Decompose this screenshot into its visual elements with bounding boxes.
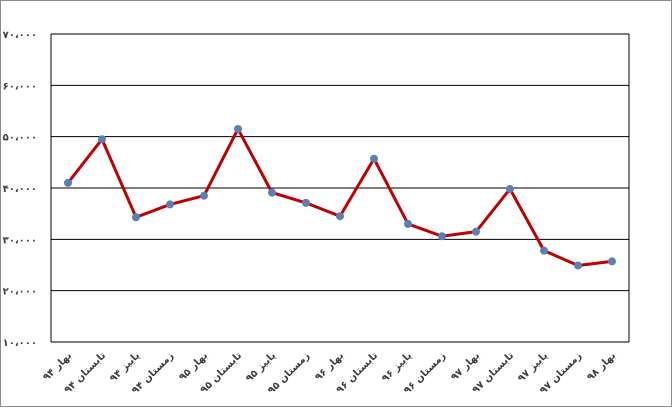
data-point [404,219,412,228]
x-tick-label: پاییز ۹۴ [108,350,142,384]
data-point [438,232,446,241]
data-point [370,154,378,163]
series-layer [64,124,616,270]
x-tick-label: پاییز ۹۵ [244,350,278,384]
y-tick-label: ۷۰،۰۰۰ [3,30,37,41]
data-point [98,135,106,144]
data-point [472,227,480,236]
x-tick-label: بهار ۹۷ [449,350,482,383]
data-point [336,212,344,221]
data-point [132,213,140,222]
y-tick-label: ۱۰،۰۰۰ [3,338,37,349]
data-point [506,185,514,194]
gridlines [51,33,629,292]
x-tick-label: بهار ۹۵ [177,350,210,383]
y-tick-label: ۳۰،۰۰۰ [3,235,37,246]
x-tick-label: بهار ۹۶ [313,350,346,383]
y-tick-label: ۶۰،۰۰۰ [3,81,37,92]
data-point [64,178,72,187]
y-tick-label: ۴۰،۰۰۰ [3,184,37,195]
data-point [200,191,208,200]
data-point [268,188,276,197]
data-point [574,261,582,270]
data-point [302,198,310,207]
x-tick-label: پاییز ۹۷ [516,350,550,384]
y-tick-label: ۵۰،۰۰۰ [3,133,37,144]
series-line [66,127,613,268]
y-axis: ۱۰،۰۰۰ ۲۰،۰۰۰ ۳۰،۰۰۰ ۴۰،۰۰۰ ۵۰،۰۰۰ ۶۰،۰۰۰ ۷۰،۰… [3,30,37,349]
data-point [540,246,548,255]
x-tick-label: پاییز ۹۶ [380,350,414,384]
data-point [234,124,242,133]
plot-area [50,34,630,343]
data-point [608,257,616,266]
y-tick-label: ۲۰،۰۰۰ [3,287,37,298]
data-point [166,200,174,209]
x-tick-label: بهار ۹۴ [41,350,74,383]
x-tick-label: بهار ۹۸ [585,350,618,383]
